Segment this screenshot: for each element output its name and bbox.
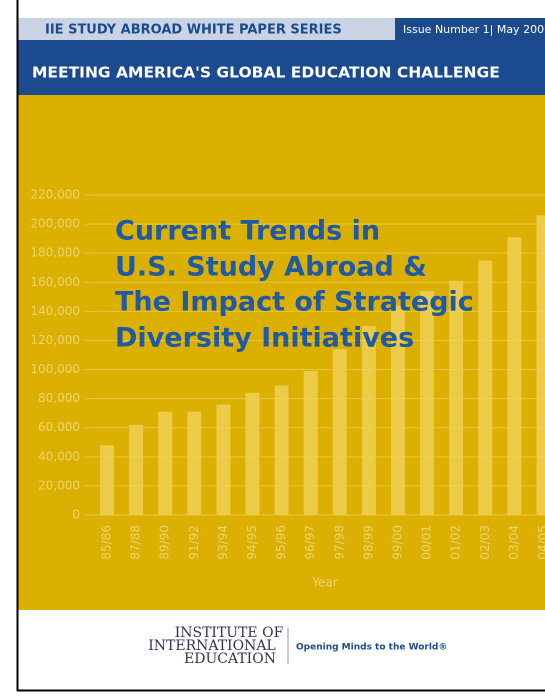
x-tick-label: 91/92 (187, 525, 201, 560)
y-tick-label: 60,000 (38, 420, 80, 434)
bar (303, 371, 318, 515)
title-line: U.S. Study Abroad & (115, 252, 427, 283)
banner: MEETING AMERICA'S GLOBAL EDUCATION CHALL… (32, 64, 500, 82)
y-tick-label: 80,000 (38, 391, 80, 405)
bar (478, 260, 493, 515)
bar (420, 291, 435, 515)
y-tick-label: 200,000 (30, 217, 80, 231)
bar (449, 280, 464, 515)
logo-line: INTERNATIONAL (148, 638, 275, 654)
x-tick-label: 95/96 (274, 525, 288, 560)
x-tick-label: 87/88 (129, 525, 143, 560)
x-tick-label: 89/90 (158, 525, 172, 560)
x-tick-label: 00/01 (420, 525, 434, 560)
bar (216, 404, 231, 515)
x-tick-label: 03/04 (507, 525, 521, 560)
bar (332, 349, 347, 515)
bar (100, 445, 115, 515)
logo-line: EDUCATION (184, 651, 276, 667)
logo-line: INSTITUTE OF (175, 625, 284, 641)
x-tick-label: 02/03 (478, 525, 492, 560)
y-tick-label: 20,000 (38, 478, 80, 492)
bar (361, 325, 376, 515)
x-tick-label: 93/94 (216, 525, 230, 560)
x-tick-label: 98/99 (361, 525, 375, 560)
series-name: IIE STUDY ABROAD WHITE PAPER SERIES (45, 23, 342, 38)
bar (187, 411, 202, 515)
issue: Issue Number 1| May 2007 (403, 23, 545, 36)
title-line: Current Trends in (115, 216, 380, 247)
x-tick-label: 04/05 (536, 525, 545, 560)
x-axis-label: Year (311, 576, 337, 590)
bar (129, 424, 144, 515)
x-tick-label: 97/98 (332, 525, 346, 560)
bar (390, 305, 405, 515)
y-tick-label: 220,000 (30, 188, 80, 202)
tagline: Opening Minds to the World® (296, 643, 447, 653)
bar (245, 392, 260, 515)
y-tick-label: 180,000 (30, 246, 80, 260)
bar (507, 237, 522, 515)
issue-band (395, 18, 545, 40)
title-line: The Impact of Strategic (115, 287, 474, 318)
y-tick-label: 120,000 (30, 333, 80, 347)
background-chart: 0 20,000 40,000 60,000 80,000 100,000 120,000 1… (30, 188, 545, 590)
x-tick-label: 85/86 (100, 525, 114, 560)
y-tick-label: 160,000 (30, 275, 80, 289)
x-tick-label: 99/00 (390, 525, 404, 560)
bar (274, 385, 289, 515)
y-tick-label: 100,000 (30, 362, 80, 376)
y-tick-label: 40,000 (38, 449, 80, 463)
title-block: Current Trends in U.S. Study Abroad & Th… (115, 216, 474, 354)
x-tick-label: 94/95 (245, 525, 259, 560)
title-line: Diversity Initiatives (115, 323, 414, 354)
banner-band (18, 40, 545, 95)
y-tick-label: 0 (72, 508, 80, 522)
bar (158, 411, 173, 515)
x-tick-label: 96/97 (303, 525, 317, 560)
y-tick-label: 140,000 (30, 304, 80, 318)
x-tick-label: 01/02 (449, 525, 463, 560)
bar (536, 215, 545, 515)
